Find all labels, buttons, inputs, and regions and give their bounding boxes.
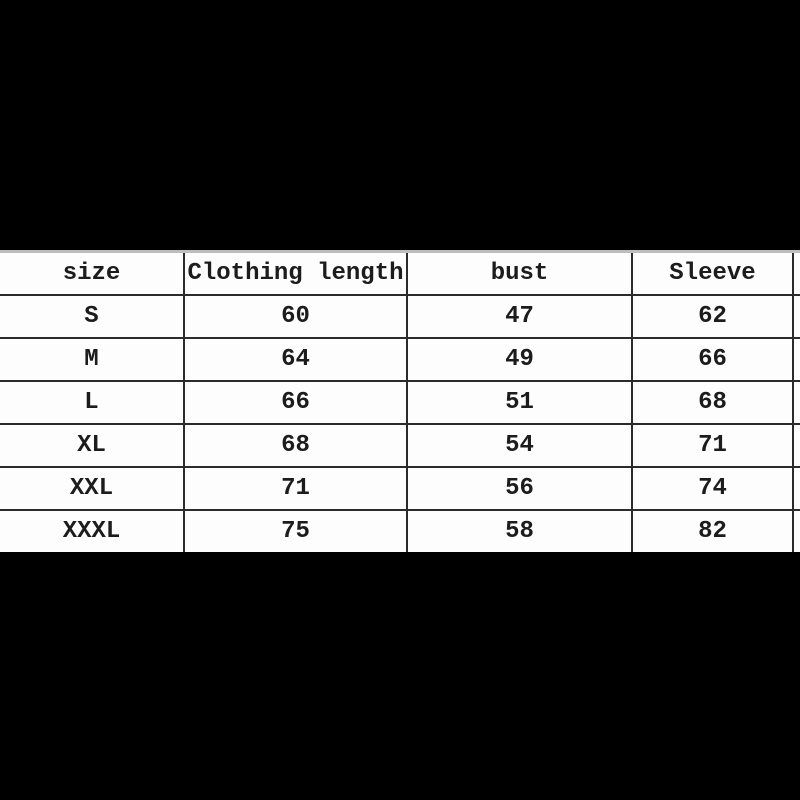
table-cell-size: XXL — [0, 467, 185, 511]
table-cell-clothing-length: 71 — [184, 467, 408, 511]
table-cell-size: XL — [0, 424, 185, 468]
column-header-cutoff — [793, 253, 800, 296]
column-header-size: size — [0, 253, 185, 296]
table-cell-size: S — [0, 295, 185, 339]
table-cell-cutoff — [793, 338, 800, 382]
table-cell-cutoff — [793, 510, 800, 552]
table-cell-bust: 58 — [407, 510, 633, 552]
table-cell-clothing-length: 60 — [184, 295, 408, 339]
table-cell-sleeve: 62 — [632, 295, 794, 339]
table-cell-sleeve: 82 — [632, 510, 794, 552]
table-cell-bust: 56 — [407, 467, 633, 511]
table-cell-size: L — [0, 381, 185, 425]
table-cell-clothing-length: 75 — [184, 510, 408, 552]
table-cell-cutoff — [793, 467, 800, 511]
table-cell-cutoff — [793, 295, 800, 339]
table-cell-sleeve: 71 — [632, 424, 794, 468]
table-row-s: S 60 47 62 — [0, 295, 800, 339]
table-cell-cutoff — [793, 381, 800, 425]
size-chart-panel: size Clothing length bust Sleeve S 60 47… — [0, 250, 800, 552]
table-row-m: M 64 49 66 — [0, 338, 800, 382]
size-chart-table: size Clothing length bust Sleeve S 60 47… — [0, 253, 800, 552]
column-header-sleeve: Sleeve — [632, 253, 794, 296]
header-row: size Clothing length bust Sleeve — [0, 253, 800, 296]
table-cell-cutoff — [793, 424, 800, 468]
table-cell-bust: 51 — [407, 381, 633, 425]
column-header-clothing-length: Clothing length — [184, 253, 408, 296]
table-cell-sleeve: 68 — [632, 381, 794, 425]
table-row-xxxl: XXXL 75 58 82 — [0, 510, 800, 552]
table-cell-size: M — [0, 338, 185, 382]
table-cell-clothing-length: 66 — [184, 381, 408, 425]
column-header-bust: bust — [407, 253, 633, 296]
table-cell-bust: 54 — [407, 424, 633, 468]
table-cell-clothing-length: 64 — [184, 338, 408, 382]
table-cell-bust: 49 — [407, 338, 633, 382]
table-cell-size: XXXL — [0, 510, 185, 552]
table-cell-sleeve: 74 — [632, 467, 794, 511]
table-row-xxl: XXL 71 56 74 — [0, 467, 800, 511]
table-row-l: L 66 51 68 — [0, 381, 800, 425]
table-cell-clothing-length: 68 — [184, 424, 408, 468]
table-cell-sleeve: 66 — [632, 338, 794, 382]
table-cell-bust: 47 — [407, 295, 633, 339]
table-row-xl: XL 68 54 71 — [0, 424, 800, 468]
